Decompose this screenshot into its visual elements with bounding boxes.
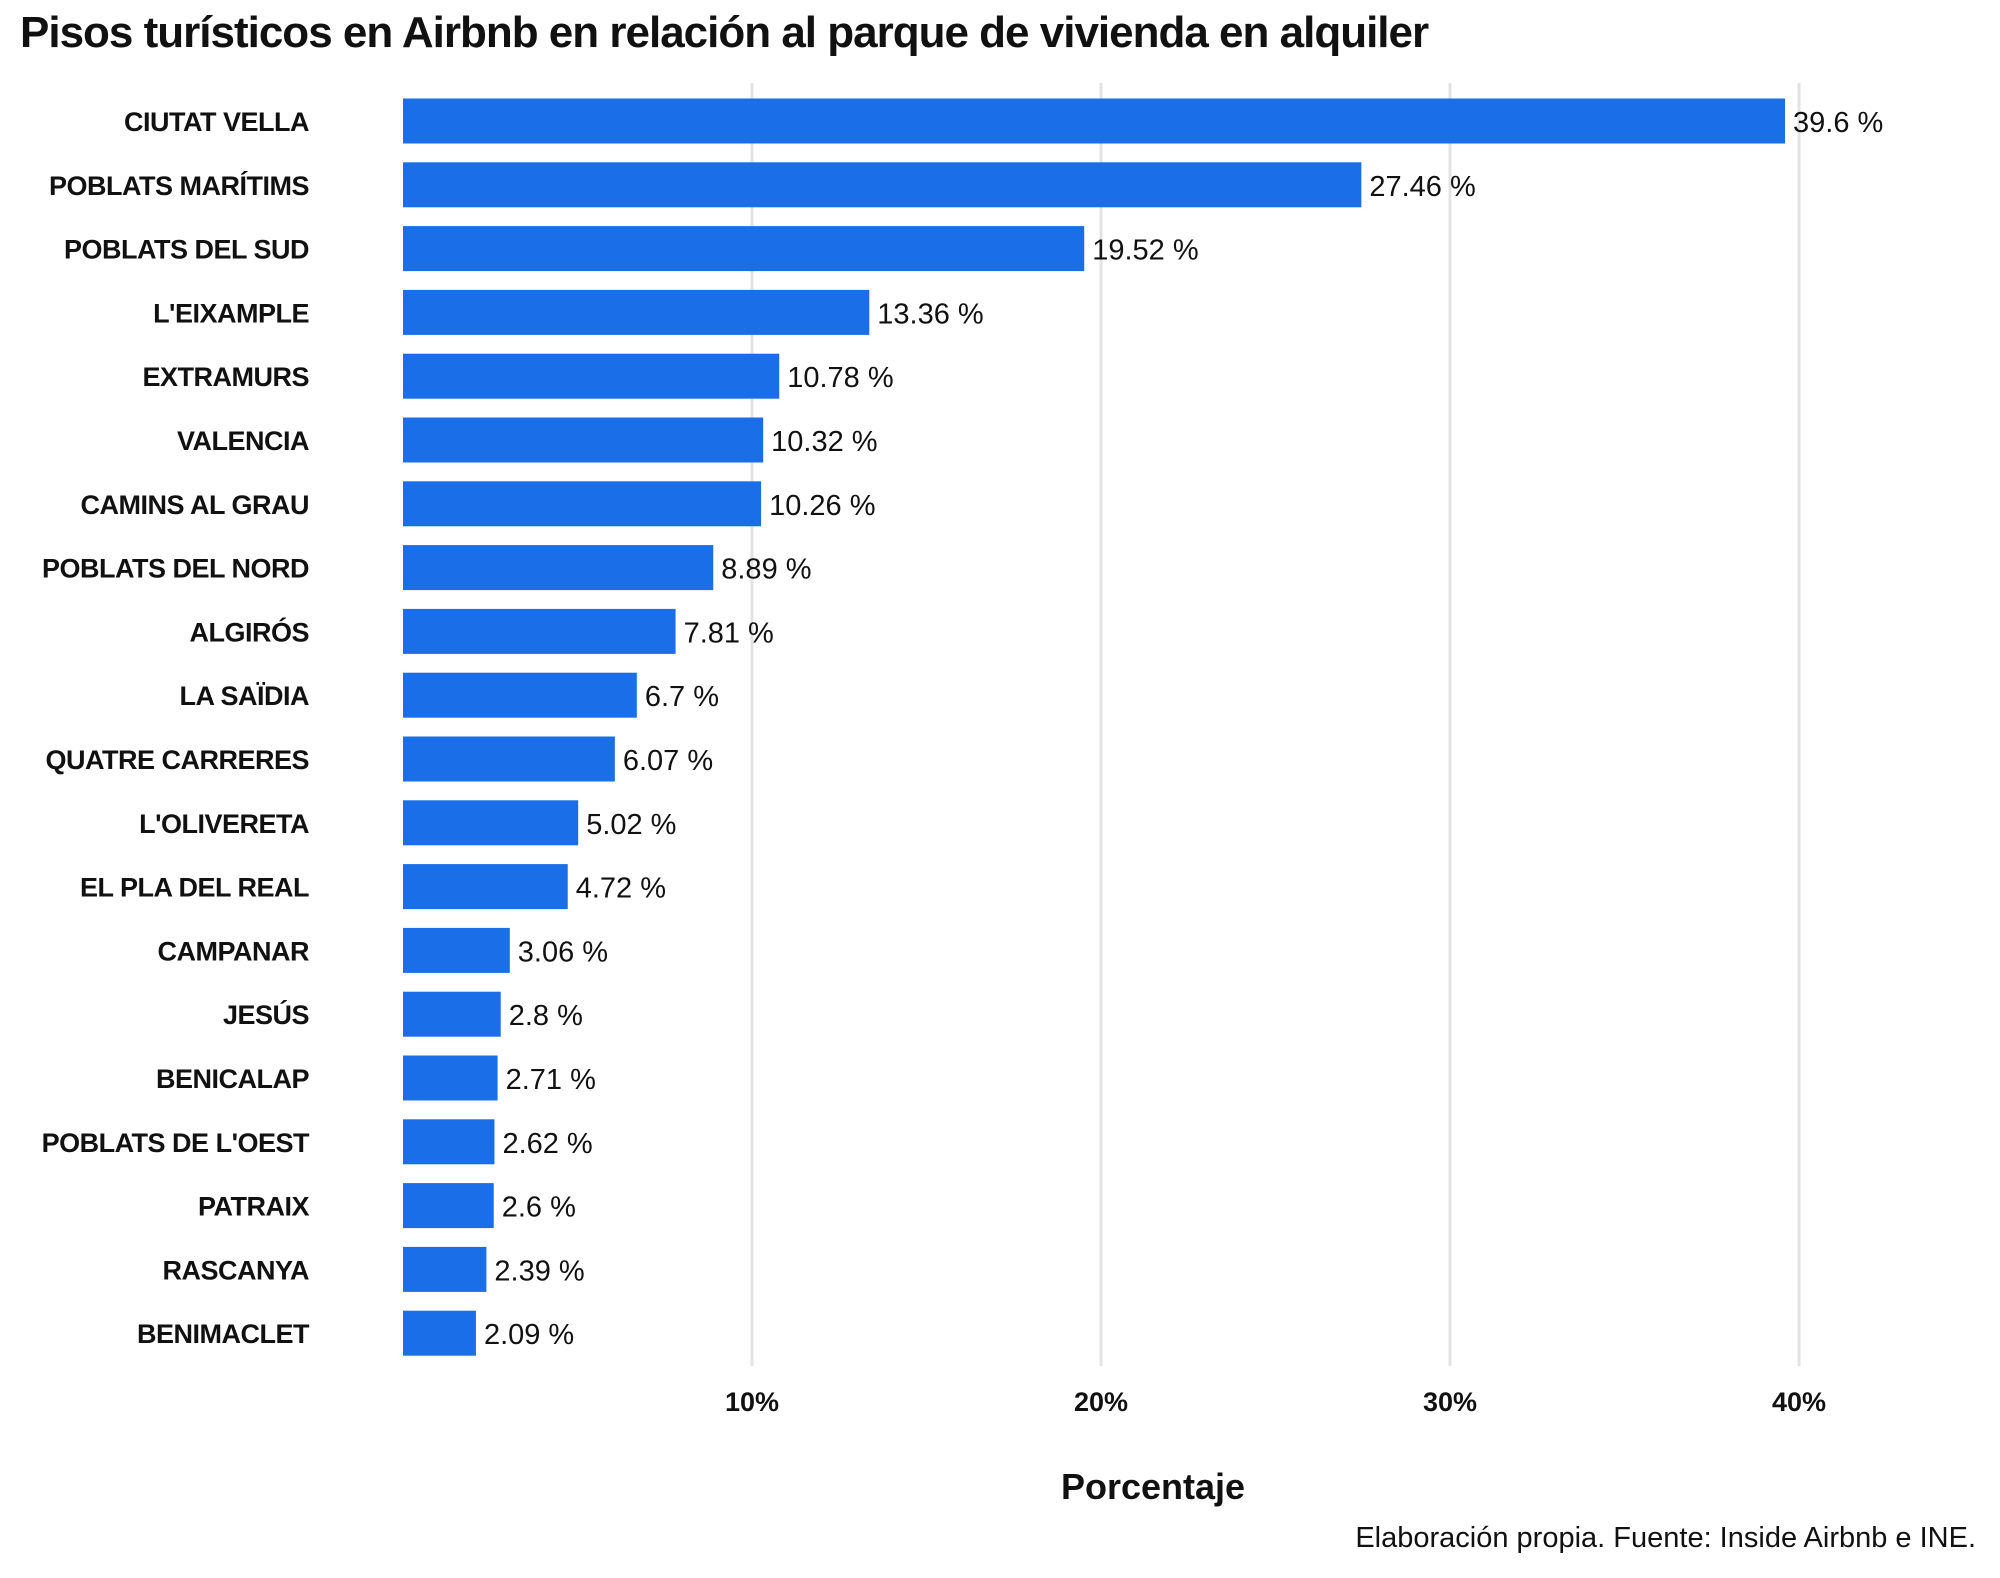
category-label: CAMINS AL GRAU	[81, 490, 310, 520]
category-label: POBLATS DEL SUD	[64, 235, 309, 265]
bar	[403, 545, 714, 591]
bar	[403, 608, 676, 654]
bar	[403, 353, 780, 399]
bar	[403, 417, 764, 463]
category-label: EL PLA DEL REAL	[80, 873, 309, 903]
bar	[403, 162, 1362, 208]
x-axis-label: Porcentaje	[1060, 1466, 1246, 1507]
category-label: LA SAÏDIA	[180, 681, 310, 711]
category-label: RASCANYA	[162, 1255, 309, 1285]
bar	[403, 481, 762, 527]
bar	[403, 226, 1085, 272]
source-caption: Elaboración propia. Fuente: Inside Airbn…	[1355, 1522, 1976, 1554]
category-label: CAMPANAR	[158, 936, 310, 966]
data-label: 13.36 %	[877, 298, 983, 330]
data-label: 5.02 %	[586, 809, 676, 841]
bar	[403, 927, 510, 973]
data-label: 10.26 %	[769, 490, 875, 522]
category-label: POBLATS MARÍTIMS	[49, 170, 309, 201]
category-label: CIUTAT VELLA	[124, 107, 309, 137]
category-label: QUATRE CARRERES	[45, 745, 309, 775]
bar	[403, 1310, 476, 1356]
bar	[403, 1183, 494, 1229]
data-label: 27.46 %	[1369, 171, 1475, 203]
data-label: 4.72 %	[576, 873, 666, 905]
data-label: 8.89 %	[721, 554, 811, 586]
category-label: POBLATS DEL NORD	[42, 554, 309, 584]
category-label: EXTRAMURS	[142, 362, 309, 392]
bar	[403, 736, 615, 782]
data-label: 19.52 %	[1092, 235, 1198, 267]
bar	[403, 864, 568, 910]
bar	[403, 1246, 487, 1292]
category-label: POBLATS DE L'OEST	[42, 1128, 310, 1158]
category-label: BENICALAP	[156, 1064, 309, 1094]
bar	[403, 289, 870, 335]
category-label: L'EIXAMPLE	[153, 298, 309, 328]
x-tick-label: 30%	[1423, 1387, 1477, 1417]
bar	[403, 672, 637, 718]
data-label: 3.06 %	[518, 936, 608, 968]
data-label: 2.09 %	[484, 1319, 574, 1351]
x-tick-label: 40%	[1772, 1387, 1826, 1417]
x-tick-label: 10%	[725, 1387, 779, 1417]
data-label: 10.78 %	[787, 362, 893, 394]
data-label: 2.71 %	[506, 1064, 596, 1096]
category-label: VALENCIA	[177, 426, 309, 456]
bar	[403, 1119, 495, 1165]
category-label: JESÚS	[223, 999, 309, 1030]
category-label: BENIMACLET	[137, 1319, 310, 1349]
data-label: 6.07 %	[623, 745, 713, 777]
data-label: 2.6 %	[502, 1192, 576, 1224]
data-label: 2.8 %	[509, 1000, 583, 1032]
bar	[403, 800, 579, 846]
bar	[403, 1055, 498, 1101]
data-label: 7.81 %	[684, 617, 774, 649]
bar	[403, 98, 1786, 144]
data-label: 6.7 %	[645, 681, 719, 713]
category-label: ALGIRÓS	[189, 616, 309, 647]
category-label: PATRAIX	[198, 1192, 309, 1222]
data-label: 2.39 %	[494, 1255, 584, 1287]
bar	[403, 991, 501, 1037]
data-label: 39.6 %	[1793, 107, 1883, 139]
category-label: L'OLIVERETA	[139, 809, 309, 839]
data-label: 2.62 %	[502, 1128, 592, 1160]
x-tick-label: 20%	[1074, 1387, 1128, 1417]
data-label: 10.32 %	[771, 426, 877, 458]
chart-title: Pisos turísticos en Airbnb en relación a…	[20, 8, 1429, 57]
